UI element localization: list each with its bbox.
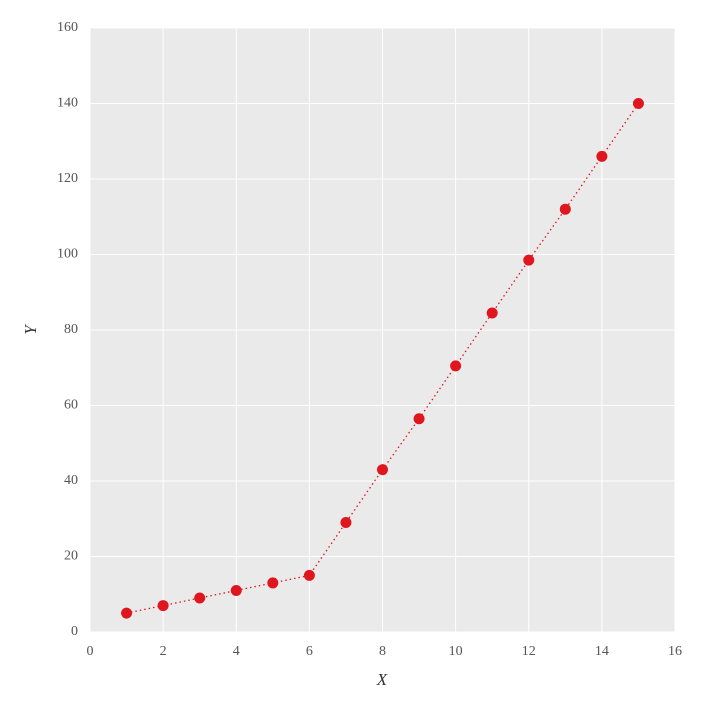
y-tick-label: 0 [71,624,78,639]
x-tick-label: 6 [306,644,313,659]
point [157,600,169,612]
x-tick-label: 0 [87,644,94,659]
x-tick-label: 10 [449,644,463,659]
y-tick-label: 20 [64,549,78,564]
point [377,464,388,476]
x-tick-label: 4 [233,644,240,659]
point [596,150,608,162]
x-axis-label: X [376,670,388,689]
point [230,584,242,596]
y-tick-label: 80 [64,322,78,337]
x-tick-label: 8 [379,644,386,659]
y-tick-label: 40 [64,473,78,488]
point [267,577,279,589]
y-tick-label: 140 [57,96,78,111]
y-axis-label: Y [21,324,40,335]
y-tick-label: 60 [64,398,78,413]
point [413,413,425,425]
point [194,592,206,604]
x-tick-label: 14 [595,644,609,659]
point [523,254,535,266]
x-tick-label: 2 [160,644,167,659]
point [340,517,352,529]
point [559,203,571,215]
y-tick-label: 100 [57,247,78,262]
point [632,98,644,109]
point [486,307,498,319]
point [303,569,315,581]
y-tick-label: 120 [57,171,78,186]
x-tick-label: 12 [522,644,536,659]
point [450,360,462,372]
point [121,607,133,619]
y-tick-label: 160 [57,20,78,35]
x-tick-label: 16 [668,644,682,659]
